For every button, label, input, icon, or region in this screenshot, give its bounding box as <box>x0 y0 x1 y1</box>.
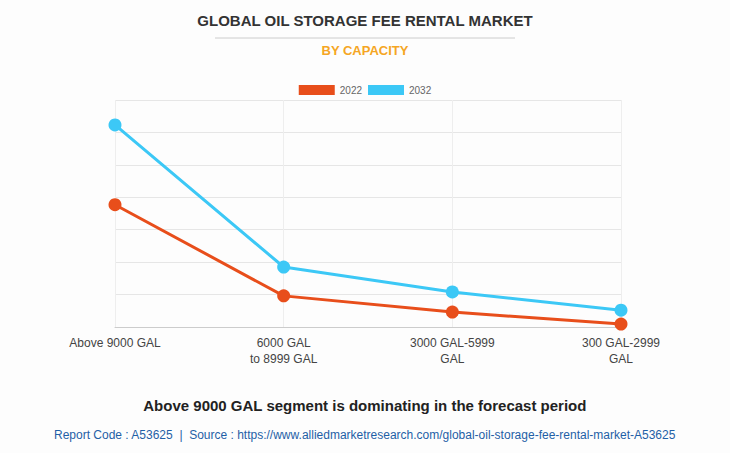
svg-text:2032: 2032 <box>409 85 432 96</box>
svg-text:Above 9000 GAL segment is domi: Above 9000 GAL segment is dominating in … <box>143 397 586 414</box>
svg-text:GLOBAL OIL STORAGE FEE RENTAL: GLOBAL OIL STORAGE FEE RENTAL MARKET <box>197 12 532 29</box>
svg-text:2022: 2022 <box>340 85 363 96</box>
svg-text:300 GAL-2999: 300 GAL-2999 <box>582 336 660 350</box>
svg-text:Above 9000 GAL: Above 9000 GAL <box>69 336 161 350</box>
svg-text:to 8999 GAL: to 8999 GAL <box>250 352 318 366</box>
svg-text:GAL: GAL <box>609 352 633 366</box>
svg-text:BY CAPACITY: BY CAPACITY <box>322 43 409 58</box>
svg-text:Report Code : A53625 | Sourc: Report Code : A53625 | Source : https://… <box>54 428 676 442</box>
svg-text:3000 GAL-5999: 3000 GAL-5999 <box>410 336 495 350</box>
svg-text:GAL: GAL <box>440 352 464 366</box>
svg-text:6000 GAL: 6000 GAL <box>257 336 311 350</box>
